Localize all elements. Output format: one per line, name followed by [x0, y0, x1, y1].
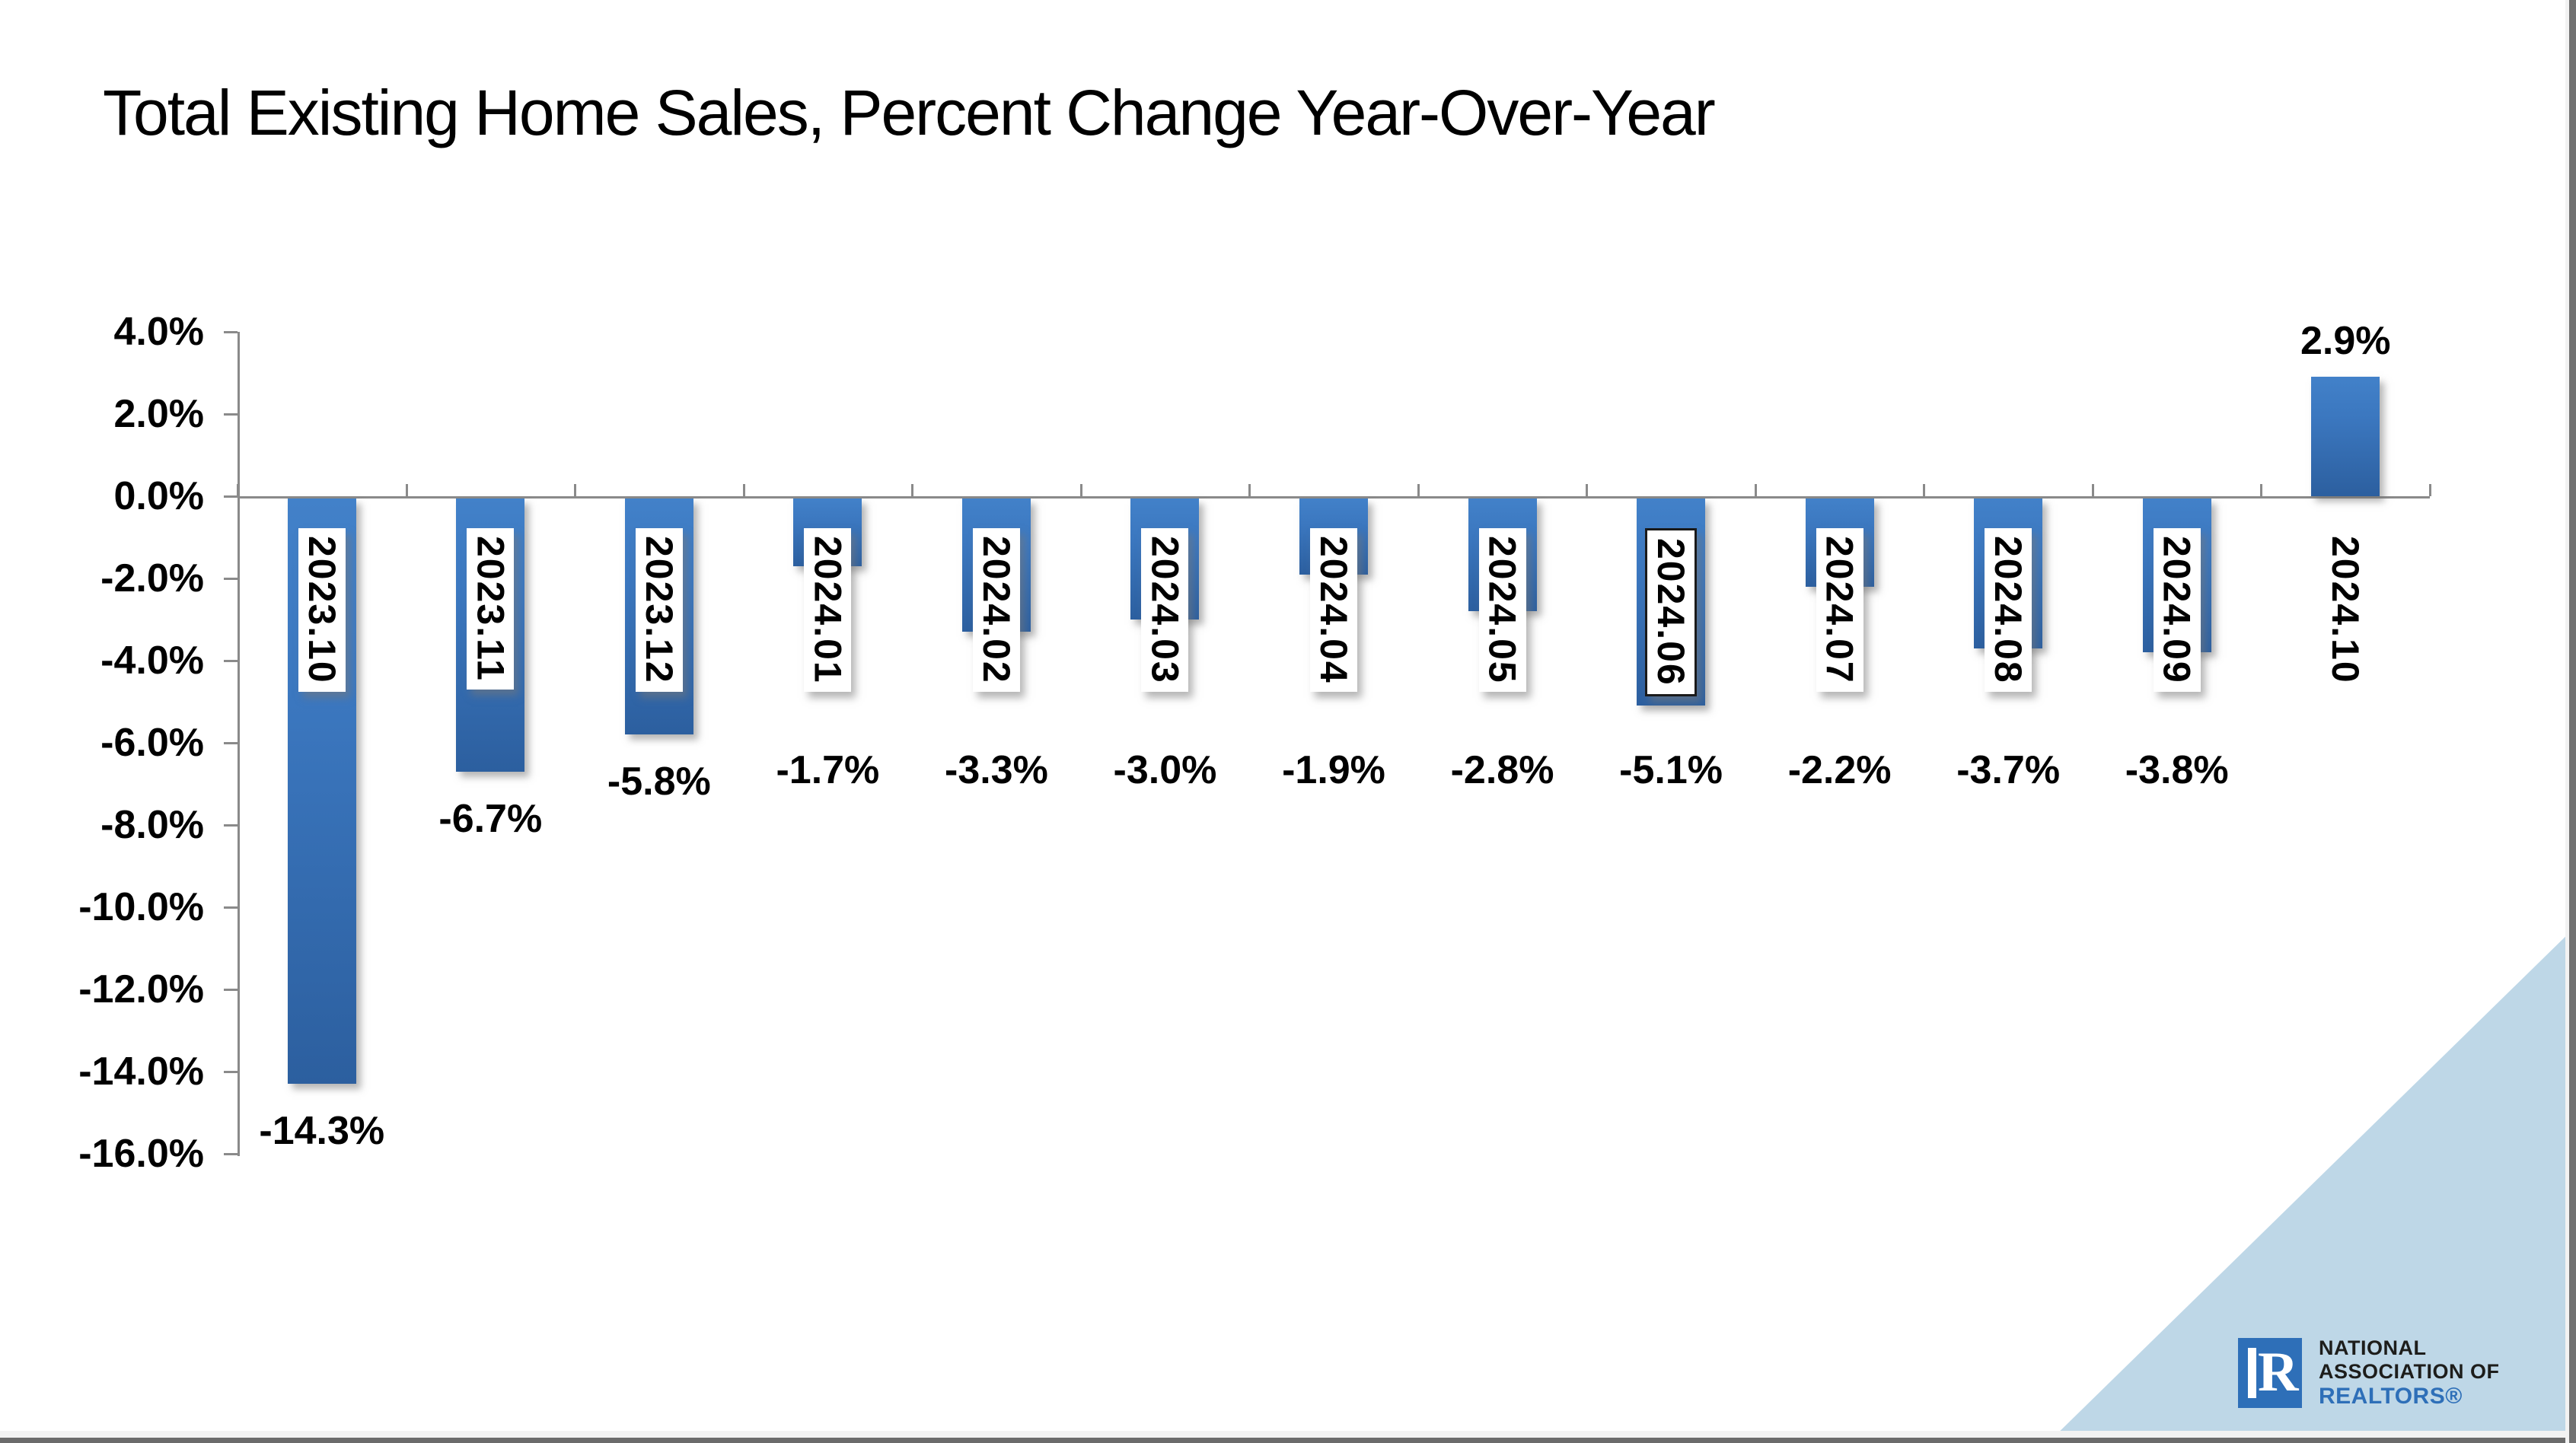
y-axis-tick-label: -14.0%	[78, 1050, 204, 1094]
bar-value-label: 2.9%	[2300, 319, 2391, 364]
bar-value-label: -1.9%	[1282, 748, 1385, 792]
bar-category-label: 2024.06	[1645, 528, 1698, 696]
y-axis-tick-label: -8.0%	[100, 803, 204, 847]
bar-category-label: 2024.08	[1985, 528, 2032, 692]
bar-category-label: 2024.01	[804, 528, 852, 692]
bar-value-label: -2.2%	[1787, 748, 1892, 792]
y-axis-line	[238, 332, 240, 1156]
bar-category-label: 2023.10	[298, 528, 346, 692]
x-axis-tick	[574, 484, 577, 496]
x-axis-tick	[1923, 484, 1926, 496]
page-title: Total Existing Home Sales, Percent Chang…	[103, 77, 1716, 148]
bar-category-label: 2024.10	[2324, 536, 2367, 684]
slide-edge-right-light	[2565, 0, 2569, 1443]
logo-line-national: NATIONAL	[2319, 1336, 2427, 1359]
x-axis-tick	[1754, 484, 1757, 496]
slide-edge-bottom	[0, 1438, 2576, 1443]
bar-value-label: -5.8%	[607, 760, 711, 804]
bar-category-label: 2024.02	[972, 528, 1020, 692]
slide-edge-bottom-light	[0, 1431, 2576, 1438]
x-axis-tick	[742, 484, 745, 496]
bar-value-label: -3.3%	[945, 748, 1048, 792]
logo-line-association: ASSOCIATION OF	[2319, 1360, 2500, 1383]
bar-value-label: -3.7%	[1956, 748, 2061, 792]
realtor-r-stem	[2248, 1348, 2256, 1398]
y-axis-tick-label: -12.0%	[78, 967, 204, 1011]
x-axis-tick	[1248, 484, 1251, 496]
bar-category-label: 2024.03	[1141, 528, 1189, 692]
bar-value-label: -3.0%	[1113, 748, 1217, 792]
realtor-r-letter: R	[2258, 1341, 2299, 1403]
realtor-r-icon: R	[2238, 1338, 2302, 1408]
x-axis-tick	[405, 484, 408, 496]
x-axis-tick	[1586, 484, 1589, 496]
bar-value-label: -3.8%	[2125, 748, 2229, 792]
x-axis-tick	[2091, 484, 2094, 496]
y-axis-tick-label: -16.0%	[78, 1132, 204, 1176]
x-axis-tick	[2260, 484, 2263, 496]
bar	[2311, 377, 2380, 496]
y-axis-tick-label: 2.0%	[113, 392, 204, 436]
slide-edge-right	[2569, 0, 2576, 1443]
x-axis-line	[238, 496, 2430, 499]
bar-value-label: -2.8%	[1450, 748, 1554, 792]
bar-value-label: -1.7%	[776, 748, 880, 792]
x-axis-tick	[2429, 484, 2431, 496]
y-axis-tick-label: -4.0%	[100, 639, 204, 683]
y-axis-tick-label: -6.0%	[100, 721, 204, 765]
y-axis-tick	[224, 906, 238, 909]
bar-value-label: -6.7%	[438, 796, 543, 841]
bar-category-label: 2023.12	[635, 528, 683, 692]
x-axis-tick	[1079, 484, 1082, 496]
bar-category-label: 2024.07	[1816, 528, 1863, 692]
bar-category-label: 2024.09	[2153, 528, 2201, 692]
x-axis-tick	[911, 484, 914, 496]
y-axis-tick-label: -2.0%	[100, 556, 204, 600]
y-axis-tick	[224, 331, 238, 333]
y-axis-tick	[224, 742, 238, 744]
bar-value-label: -5.1%	[1619, 748, 1723, 792]
y-axis-tick	[224, 660, 238, 662]
logo-text: NATIONAL ASSOCIATION OF REALTORS®	[2319, 1336, 2500, 1410]
y-axis-tick	[224, 1153, 238, 1155]
y-axis-tick-label: 4.0%	[113, 310, 204, 354]
bar-value-label: -14.3%	[259, 1109, 385, 1154]
y-axis-tick-label: -10.0%	[78, 885, 204, 929]
y-axis-tick	[224, 824, 238, 827]
bar-category-label: 2024.05	[1478, 528, 1526, 692]
y-axis-tick	[224, 413, 238, 416]
x-axis-tick	[1417, 484, 1420, 496]
bar-category-label: 2023.11	[467, 528, 515, 690]
y-axis-tick-label: 0.0%	[113, 474, 204, 518]
y-axis-tick	[224, 495, 238, 498]
y-axis-tick	[224, 1071, 238, 1073]
x-axis-tick	[237, 484, 239, 496]
nar-logo: R NATIONAL ASSOCIATION OF REALTORS®	[2238, 1336, 2558, 1420]
y-axis-tick	[224, 989, 238, 991]
y-axis-tick	[224, 578, 238, 580]
bar-category-label: 2024.04	[1310, 528, 1357, 692]
logo-line-realtors: REALTORS®	[2319, 1384, 2463, 1409]
